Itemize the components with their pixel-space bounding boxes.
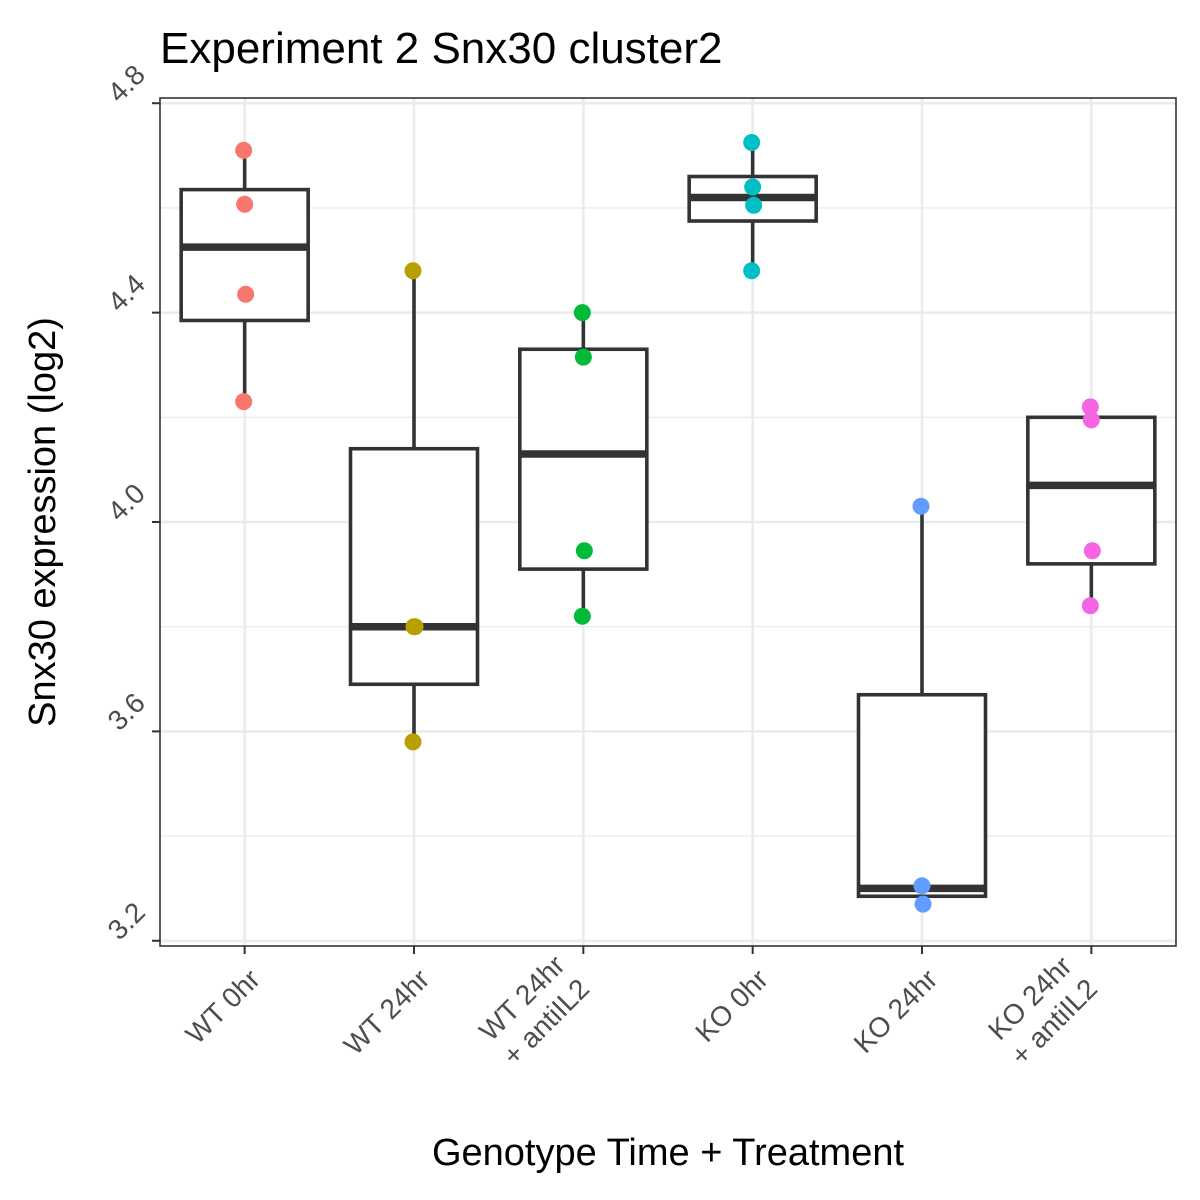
- y-tick-label: 3.6: [102, 687, 151, 736]
- data-point: [913, 877, 931, 895]
- boxes: [179, 142, 1157, 905]
- x-tick-label: WT 24hr+ antiIL2: [473, 949, 595, 1071]
- x-tick-label: KO 0hr: [689, 963, 774, 1048]
- data-point: [912, 497, 930, 515]
- x-tick-label: WT 24hr: [338, 963, 435, 1060]
- data-point: [573, 607, 591, 625]
- data-point: [1082, 411, 1100, 429]
- box-1: [179, 150, 310, 402]
- box-3: [518, 312, 649, 617]
- grid: [160, 98, 1176, 946]
- x-axis-title: Genotype Time + Treatment: [432, 1132, 905, 1174]
- y-axis: 3.2 3.6 4.0 4.4 4.8: [102, 59, 160, 946]
- data-point: [745, 196, 763, 214]
- y-tick-label: 4.0: [102, 478, 151, 527]
- data-point: [743, 262, 761, 280]
- chart-title: Experiment 2 Snx30 cluster2: [160, 24, 723, 73]
- data-point: [1081, 597, 1099, 615]
- y-axis-title: Snx30 expression (log2): [22, 317, 64, 727]
- x-tick-label-line: WT 0hr: [180, 963, 266, 1049]
- data-point: [1083, 542, 1101, 560]
- data-point: [404, 733, 422, 751]
- data-point: [575, 542, 593, 560]
- data-point: [406, 618, 424, 636]
- data-point: [744, 178, 762, 196]
- data-point: [573, 304, 591, 322]
- box-6: [1026, 406, 1157, 606]
- data-point: [236, 195, 254, 213]
- x-tick-label-line: KO 0hr: [689, 963, 774, 1048]
- data-point: [914, 895, 932, 913]
- data-point: [235, 393, 253, 411]
- box-iqr: [518, 347, 649, 571]
- points: [235, 133, 1101, 913]
- box-iqr: [1026, 415, 1157, 566]
- box-2: [348, 270, 480, 742]
- x-tick-label-line: WT 24hr: [338, 963, 435, 1060]
- x-axis: WT 0hr WT 24hr WT 24hr+ antiIL2 KO 0hr KO 24…: [180, 946, 1103, 1071]
- box-iqr: [856, 692, 988, 899]
- x-tick-label: WT 0hr: [180, 963, 266, 1049]
- box-5: [856, 506, 988, 905]
- data-point: [743, 133, 761, 151]
- x-tick-label-line: KO 24hr: [848, 963, 944, 1059]
- data-point: [237, 285, 255, 303]
- data-point: [1081, 398, 1099, 416]
- x-tick-label: KO 24hr+ antiIL2: [982, 950, 1103, 1071]
- y-tick-label: 4.8: [102, 59, 151, 108]
- data-point: [404, 262, 422, 280]
- box-iqr: [348, 446, 480, 687]
- y-tick-label: 4.4: [102, 268, 151, 317]
- data-point: [574, 348, 592, 366]
- x-tick-label: KO 24hr: [848, 963, 944, 1059]
- data-point: [235, 141, 253, 159]
- y-tick-label: 3.2: [102, 896, 151, 945]
